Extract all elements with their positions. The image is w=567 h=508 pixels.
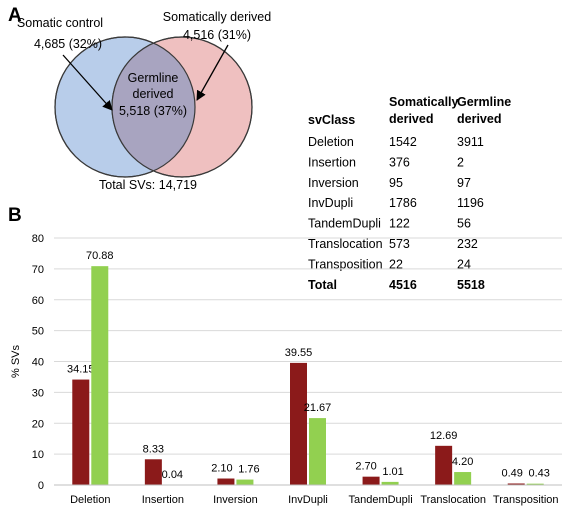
- y-tick-label: 60: [32, 295, 44, 307]
- y-axis-label: % SVs: [10, 344, 22, 378]
- x-tick-label: Transposition: [493, 494, 559, 506]
- data-label: 0.43: [529, 468, 550, 480]
- table-row-label: Insertion: [308, 155, 356, 169]
- y-tick-label: 20: [32, 418, 44, 430]
- y-tick-label: 10: [32, 449, 44, 461]
- table-cell: 56: [457, 217, 471, 231]
- table-header: Somatically derived: [389, 95, 459, 126]
- venn-right-arrow: [196, 44, 229, 101]
- x-tick-label: Inversion: [213, 494, 258, 506]
- y-tick-label: 80: [32, 233, 44, 245]
- table-cell: 1542: [389, 135, 417, 149]
- data-label: 1.76: [238, 464, 259, 476]
- bar-series-2: [381, 481, 399, 485]
- table-total-label: Total: [308, 278, 337, 292]
- bar-series-1: [362, 476, 380, 485]
- data-label: 4.20: [452, 456, 473, 468]
- table-cell: 376: [389, 155, 410, 169]
- venn-left-label: Somatic control: [17, 16, 103, 30]
- venn-left-value: 4,685 (32%): [34, 37, 102, 51]
- table-header-line: derived: [457, 112, 501, 126]
- table-cell: 3911: [457, 135, 484, 149]
- venn-center-line1: Germline: [128, 71, 179, 85]
- panel-b-label: B: [8, 205, 22, 226]
- table-cell: 24: [457, 257, 471, 271]
- data-label: 8.33: [143, 443, 164, 455]
- y-tick-label: 0: [38, 480, 44, 492]
- bar-series-2: [454, 472, 472, 485]
- bar-series-2: [309, 418, 326, 485]
- table-header: Germline derived: [457, 95, 511, 126]
- venn-total: Total SVs: 14,719: [99, 178, 197, 192]
- venn-right-label: Somatically derived: [163, 10, 271, 24]
- table-row-label: Translocation: [308, 237, 383, 251]
- panel-a-label: A: [8, 5, 22, 26]
- table-cell: 1786: [389, 196, 417, 210]
- bar-series-1: [507, 483, 525, 485]
- table-total-cell: 4516: [389, 278, 417, 292]
- bar-series-2: [236, 479, 254, 485]
- data-label: 70.88: [86, 250, 114, 262]
- venn-right-value: 4,516 (31%): [183, 28, 251, 42]
- y-tick-label: 50: [32, 326, 44, 338]
- table-cell: 232: [457, 237, 478, 251]
- data-label: 0.49: [502, 467, 523, 479]
- bar-series-2: [526, 483, 544, 485]
- x-tick-label: InvDupli: [288, 494, 328, 506]
- table-cell: 97: [457, 176, 471, 190]
- table-cell: 573: [389, 237, 410, 251]
- data-label: 39.55: [285, 347, 313, 359]
- table-row-label: TandemDupli: [308, 217, 381, 231]
- bar-chart: 0 10 20 30 40 50 60 70 80 % SVs 34.15 70.88 Deletion…: [10, 233, 562, 506]
- table-header-line: svClass: [308, 113, 355, 127]
- data-label: 1.01: [382, 466, 403, 478]
- bar-series-1: [72, 379, 90, 485]
- venn-center-line2: derived: [133, 87, 174, 101]
- table-header-line: Somatically: [389, 95, 459, 109]
- table-row-label: Inversion: [308, 176, 359, 190]
- x-tick-label: Deletion: [70, 494, 110, 506]
- data-label: 0.04: [162, 469, 183, 481]
- venn-left-outline: [54, 36, 196, 178]
- y-tick-label: 30: [32, 387, 44, 399]
- bar-series-1: [435, 445, 453, 485]
- venn-center-value: 5,518 (37%): [119, 104, 187, 118]
- bar-series-1: [144, 459, 162, 485]
- table-cell: 22: [389, 257, 403, 271]
- data-label: 2.70: [355, 461, 376, 473]
- table-row-label: Deletion: [308, 135, 354, 149]
- table-header-line: Germline: [457, 95, 511, 109]
- bar-series-1: [217, 478, 235, 485]
- table-header-line: derived: [389, 112, 433, 126]
- y-tick-label: 40: [32, 357, 44, 369]
- data-label: 34.15: [67, 364, 95, 376]
- y-tick-label: 70: [32, 264, 44, 276]
- table-row-label: Transposition: [308, 257, 383, 271]
- table-row-label: InvDupli: [308, 196, 353, 210]
- venn-left-arrow: [62, 54, 113, 111]
- x-tick-label: Translocation: [420, 494, 486, 506]
- table-total-cell: 5518: [457, 278, 485, 292]
- sv-table: svClass Somatically derived Germline derived…: [308, 95, 511, 292]
- table-cell: 1196: [457, 196, 484, 210]
- bar-series-2: [91, 266, 109, 485]
- x-tick-label: TandemDupli: [348, 494, 412, 506]
- x-tick-label: Insertion: [142, 494, 184, 506]
- table-cell: 95: [389, 176, 403, 190]
- data-label: 21.67: [304, 402, 332, 414]
- bar-series-1: [290, 362, 307, 485]
- table-cell: 2: [457, 155, 464, 169]
- venn-diagram: Somatic control 4,685 (32%) Somatically …: [17, 10, 271, 192]
- data-label: 12.69: [430, 430, 458, 442]
- table-header: svClass: [308, 113, 355, 127]
- data-label: 2.10: [211, 463, 232, 475]
- venn-overlap-region: [112, 37, 195, 177]
- table-cell: 122: [389, 217, 410, 231]
